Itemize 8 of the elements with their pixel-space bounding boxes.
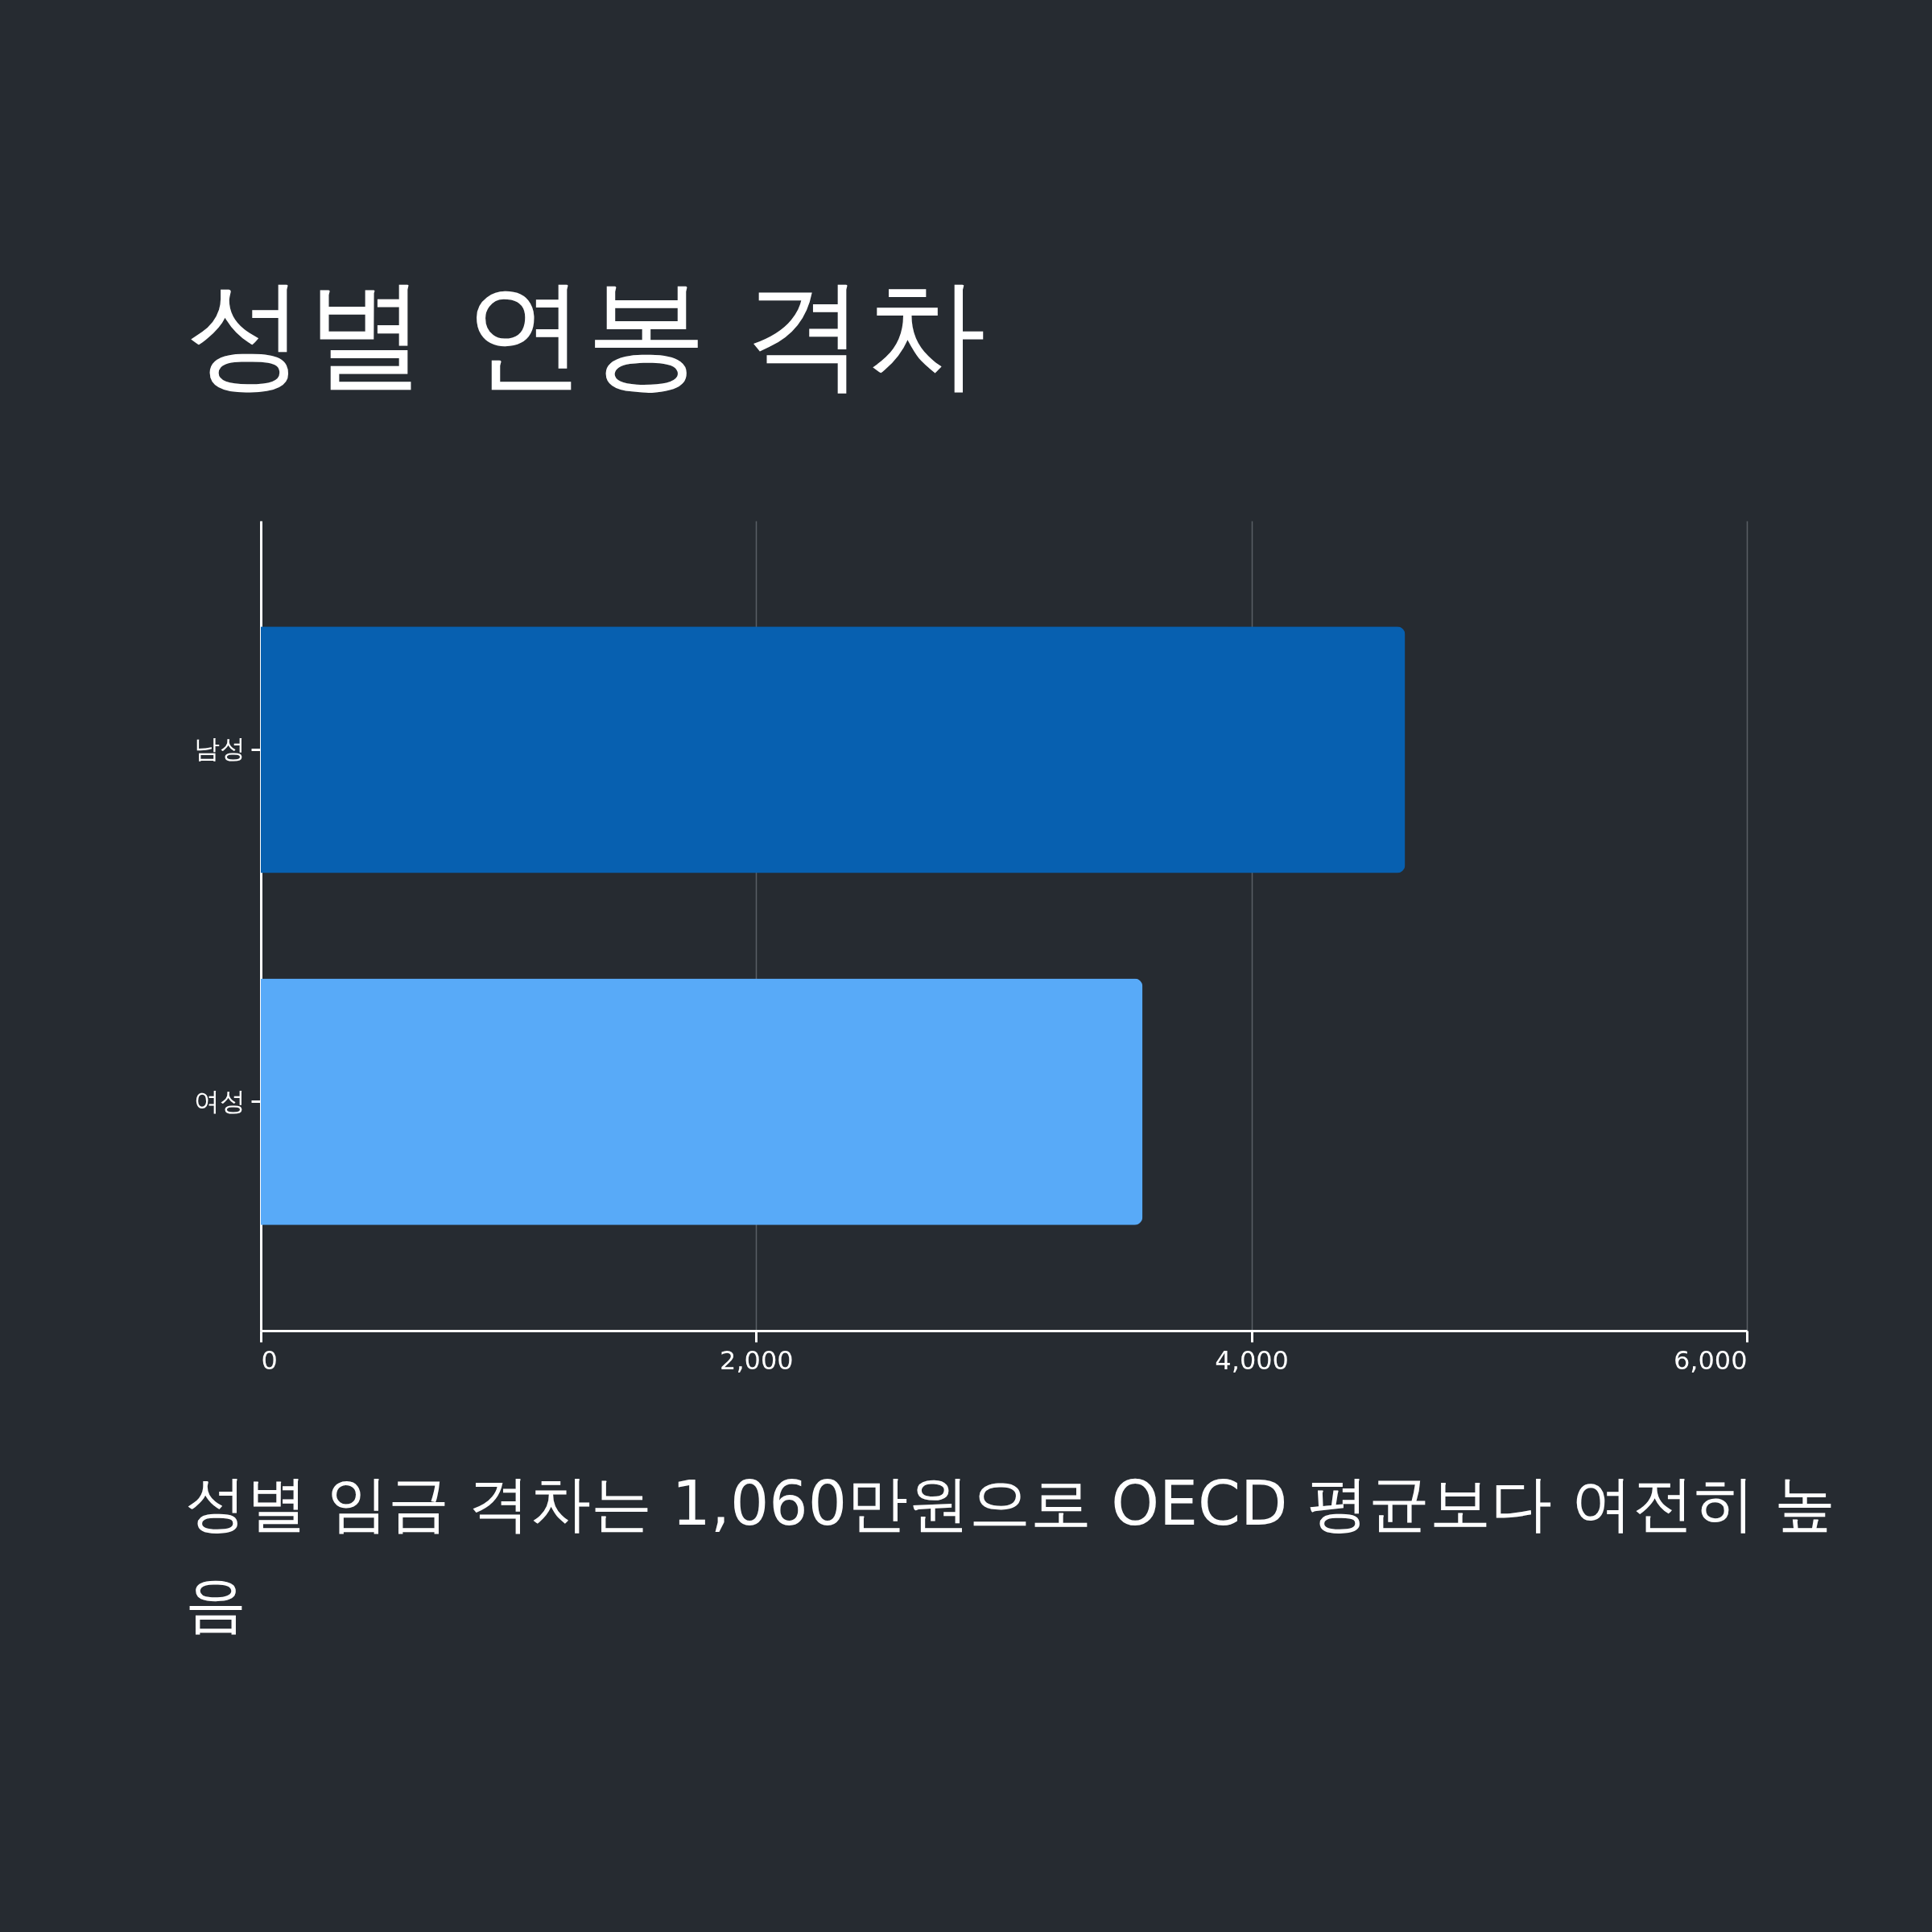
x-tick-label: 4,000 bbox=[1215, 1344, 1289, 1376]
x-tick-label: 0 bbox=[261, 1344, 278, 1376]
chart-title: 성별 연봉 격차 bbox=[185, 263, 987, 403]
x-tick-label: 6,000 bbox=[1673, 1344, 1748, 1376]
x-tick-label: 2,000 bbox=[720, 1344, 794, 1376]
y-tick-label: 남성 bbox=[193, 733, 246, 765]
text: 성별 임금 격차는 1,060만원으로 OECD 평균보다 여전히 높음 bbox=[185, 1467, 1837, 1642]
y-tick-label: 여성 bbox=[193, 1085, 246, 1117]
